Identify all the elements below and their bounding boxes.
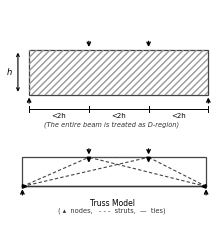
- Polygon shape: [22, 185, 27, 188]
- Bar: [29, 50, 208, 94]
- Bar: [29, 50, 208, 94]
- Text: <2h: <2h: [52, 112, 66, 119]
- Polygon shape: [87, 157, 91, 162]
- Text: (The entire beam is treated as D-region): (The entire beam is treated as D-region): [44, 122, 180, 128]
- Text: ( ▴  nodes,   - - -  struts,  —  ties): ( ▴ nodes, - - - struts, — ties): [58, 208, 166, 214]
- Text: <2h: <2h: [111, 112, 126, 119]
- Polygon shape: [202, 185, 206, 188]
- Bar: [22, 157, 206, 187]
- Polygon shape: [147, 157, 150, 162]
- Text: h: h: [6, 68, 12, 77]
- Text: Truss Model: Truss Model: [90, 199, 134, 208]
- Text: <2h: <2h: [171, 112, 186, 119]
